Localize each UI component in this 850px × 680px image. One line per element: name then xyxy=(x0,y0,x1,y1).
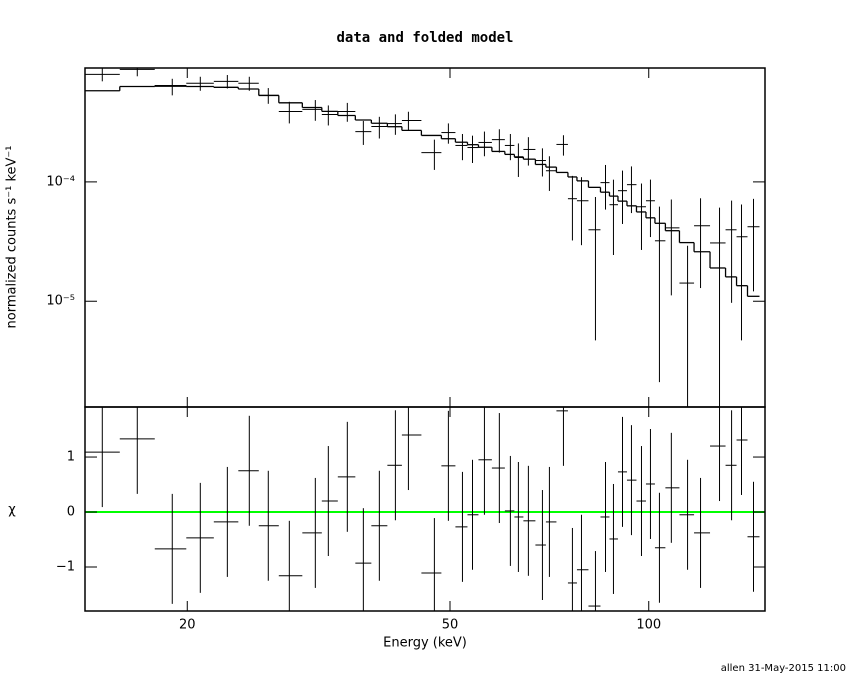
y-tick-label: 10⁻⁵ xyxy=(46,294,75,309)
plot-area xyxy=(85,407,765,611)
x-tick-label: 100 xyxy=(636,618,661,633)
y-axis-label: normalized counts s⁻¹ keV⁻¹ xyxy=(5,146,20,329)
y-axis-label: χ xyxy=(8,503,16,518)
panel-frame xyxy=(84,406,766,612)
x-tick-label: 20 xyxy=(179,618,196,633)
y-tick-label: 10⁻⁴ xyxy=(46,174,75,189)
plot-area xyxy=(85,68,760,407)
chart-title: data and folded model xyxy=(336,30,513,46)
y-tick-label: 0 xyxy=(67,505,75,520)
y-tick-label: −1 xyxy=(56,560,75,575)
x-axis-label: Energy (keV) xyxy=(383,636,467,651)
x-tick-label: 50 xyxy=(442,618,459,633)
footer: allen 31-May-2015 11:00 xyxy=(721,663,846,674)
y-tick-label: 1 xyxy=(67,450,75,465)
